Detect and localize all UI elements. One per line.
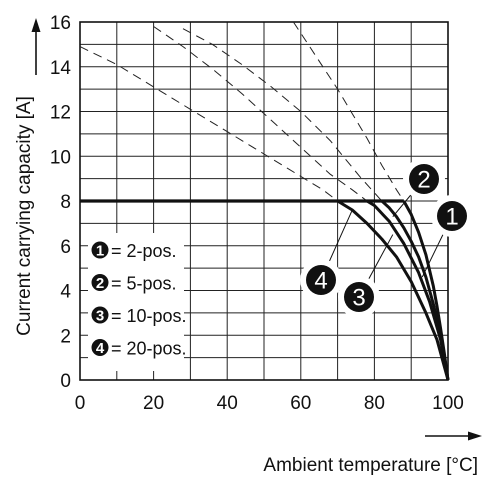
y-tick-label: 10	[50, 147, 71, 168]
curves	[79, 21, 450, 381]
callout-badge-4	[306, 265, 336, 295]
legend-marker-number: 3	[96, 308, 104, 325]
x-tick-label: 0	[75, 393, 86, 414]
callout-badge-3	[344, 282, 374, 312]
curve-callouts: 12 34	[300, 158, 473, 318]
x-tick-label: 60	[290, 393, 311, 414]
series-3-curve	[366, 199, 450, 381]
callout-badge-2	[409, 164, 439, 194]
y-tick-label: 8	[60, 192, 71, 213]
x-tick-label: 40	[217, 393, 238, 414]
series-4-curve	[336, 199, 450, 381]
x-tick-label: 100	[432, 393, 464, 414]
legend-entry-label: = 20-pos.	[111, 339, 187, 359]
callout-number: 2	[417, 167, 430, 194]
y-tick-label: 2	[60, 326, 71, 347]
legend-entry-label: = 5-pos.	[111, 274, 177, 294]
legend-marker-1	[91, 241, 109, 259]
x-axis-arrowhead	[468, 431, 482, 441]
legend-marker-4	[91, 339, 109, 356]
legend-entry-label: = 2-pos.	[111, 241, 177, 261]
y-tick-label: 0	[60, 371, 71, 392]
legend-marker-3	[91, 306, 109, 324]
legend-marker-number: 2	[96, 275, 104, 292]
y-tick-label: 6	[60, 237, 71, 258]
y-axis-arrowhead	[31, 18, 41, 32]
legend-marker-2	[91, 274, 109, 291]
series-3-extension	[153, 26, 368, 202]
legend-marker-number: 1	[96, 243, 104, 260]
y-axis-label: Current carrying capacity [A]	[14, 96, 35, 336]
x-axis-label: Ambient temperature [°C]	[263, 455, 478, 476]
callout-number: 1	[445, 204, 458, 231]
legend-entry-label: = 10-pos.	[111, 306, 187, 326]
legend-marker-number: 4	[96, 340, 105, 357]
x-tick-label: 80	[364, 393, 385, 414]
legend: 1 = 2-pos. 2 = 5-pos. 3 = 10-pos. 4 = 20-pos.	[88, 233, 187, 371]
callout-badge-1	[437, 201, 467, 231]
y-tick-label: 14	[50, 58, 72, 79]
series-2-extension	[182, 28, 383, 202]
callout-number: 4	[314, 268, 327, 295]
series-1-extension	[292, 21, 405, 202]
callout-number: 3	[352, 285, 365, 312]
y-tick-label: 12	[50, 103, 71, 124]
series-2-curve	[380, 199, 450, 381]
x-tick-label: 20	[143, 393, 164, 414]
y-tick-label: 16	[50, 13, 71, 34]
series-4-extension	[79, 46, 338, 202]
y-tick-label: 4	[60, 282, 71, 303]
